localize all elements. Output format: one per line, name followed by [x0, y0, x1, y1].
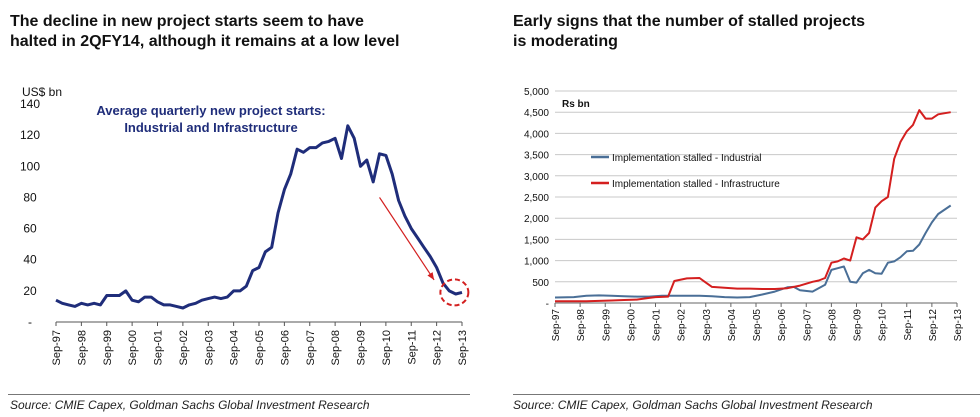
left-annotation-line-2: Industrial and Infrastructure	[124, 120, 297, 135]
left-x-tick-label: Sep-06	[279, 330, 291, 365]
right-x-tick-label: Sep-97	[551, 309, 562, 342]
right-legend-label-infrastructure: Implementation stalled - Infrastructure	[612, 179, 780, 190]
left-x-tick-label: Sep-00	[127, 330, 139, 365]
left-x-tick-label: Sep-05	[254, 330, 266, 365]
right-x-tick-label: Sep-10	[878, 309, 889, 342]
right-x-tick-label: Sep-13	[953, 309, 964, 342]
right-x-tick-label: Sep-99	[601, 309, 612, 342]
left-highlight-circle	[439, 278, 470, 307]
right-x-tick-label: Sep-12	[928, 309, 939, 342]
right-unit-label: Rs bn	[562, 99, 590, 110]
left-chart-panel: The decline in new project starts seem t…	[0, 0, 470, 417]
left-y-tick-label: -	[28, 315, 32, 329]
left-x-tick-label: Sep-12	[432, 330, 444, 365]
left-y-tick-label: 60	[23, 222, 37, 236]
right-legend-label-industrial: Implementation stalled - Industrial	[612, 153, 762, 164]
right-chart-svg: - 500 1,000 1,500 2,000 2,500 3,000 3,500 4,000 4…	[524, 87, 964, 342]
left-x-tick-label: Sep-99	[102, 330, 114, 365]
left-y-tick-label: 80	[23, 190, 37, 204]
right-y-tick-label: 2,000	[524, 214, 549, 225]
left-series-line	[55, 124, 463, 310]
right-y-tick-label: 500	[532, 278, 549, 289]
left-title-line-1: The decline in new project starts seem t…	[10, 13, 364, 30]
right-y-tick-label: 5,000	[524, 87, 549, 98]
left-y-unit-label: US$ bn	[22, 85, 62, 99]
right-x-tick-label: Sep-02	[677, 309, 688, 342]
right-y-tick-label: 1,000	[524, 257, 549, 268]
left-chart-title: The decline in new project starts seem t…	[10, 12, 399, 52]
left-y-tick-label: 40	[23, 253, 37, 267]
left-source-divider	[8, 394, 470, 395]
right-y-tick-label: 4,500	[524, 108, 549, 119]
left-y-tick-label: 20	[23, 284, 37, 298]
left-trend-arrow-head	[427, 272, 435, 280]
left-y-tick-label: 140	[20, 97, 40, 111]
right-y-tick-label: 3,000	[524, 172, 549, 183]
left-x-tick-label: Sep-97	[51, 330, 63, 365]
left-x-tick-label: Sep-10	[381, 330, 393, 365]
left-x-tick-label: Sep-03	[203, 330, 215, 365]
right-x-tick-label: Sep-05	[752, 309, 763, 342]
left-y-tick-label: 120	[20, 128, 40, 142]
left-x-tick-label: Sep-02	[178, 330, 190, 365]
left-x-tick-label: Sep-01	[153, 330, 165, 365]
right-x-tick-label: Sep-11	[903, 309, 914, 341]
right-x-tick-label: Sep-98	[576, 309, 587, 342]
left-x-tick-label: Sep-98	[76, 330, 88, 365]
right-chart-title: Early signs that the number of stalled p…	[513, 12, 865, 52]
right-y-tick-label: 4,000	[524, 129, 549, 140]
left-y-tick-label: 100	[20, 159, 40, 173]
right-x-tick-label: Sep-01	[652, 309, 663, 342]
left-trend-arrow-line	[379, 197, 435, 281]
right-x-tick-label: Sep-08	[827, 309, 838, 342]
left-x-tick-label: Sep-08	[330, 330, 342, 365]
right-title-line-1: Early signs that the number of stalled p…	[513, 13, 866, 30]
right-y-tick-label: 1,500	[524, 235, 549, 246]
right-x-tick-label: Sep-00	[626, 309, 637, 342]
right-series-line-industrial	[554, 204, 952, 299]
right-source-divider	[513, 394, 980, 395]
right-y-tick-label: 3,500	[524, 151, 549, 162]
right-x-tick-label: Sep-06	[777, 309, 788, 342]
left-x-tick-label: Sep-04	[229, 330, 241, 365]
left-x-tick-label: Sep-11	[406, 330, 418, 365]
right-x-tick-label: Sep-09	[853, 309, 864, 342]
left-annotation-line-1: Average quarterly new project starts:	[96, 103, 325, 118]
left-x-tick-label: Sep-09	[356, 330, 368, 365]
left-x-tick-label: Sep-13	[457, 330, 469, 365]
right-y-tick-label: 2,500	[524, 193, 549, 204]
right-chart-panel: Early signs that the number of stalled p…	[505, 0, 980, 417]
right-x-tick-label: Sep-04	[727, 309, 738, 342]
right-source-note: Source: CMIE Capex, Goldman Sachs Global…	[513, 398, 873, 412]
right-x-tick-label: Sep-03	[702, 309, 713, 342]
left-title-line-2: halted in 2QFY14, although it remains at…	[10, 33, 400, 50]
left-source-note: Source: CMIE Capex, Goldman Sachs Global…	[10, 398, 370, 412]
left-chart-svg: US$ bn - 20 40 60 80 100 120 140 Sep-97 Sep-98 Sep-…	[20, 85, 470, 365]
right-x-tick-label: Sep-07	[802, 309, 813, 342]
right-y-tick-label: -	[546, 299, 549, 310]
left-x-tick-label: Sep-07	[305, 330, 317, 365]
right-title-line-2: is moderating	[513, 33, 618, 50]
right-series-line-infrastructure	[555, 109, 951, 303]
